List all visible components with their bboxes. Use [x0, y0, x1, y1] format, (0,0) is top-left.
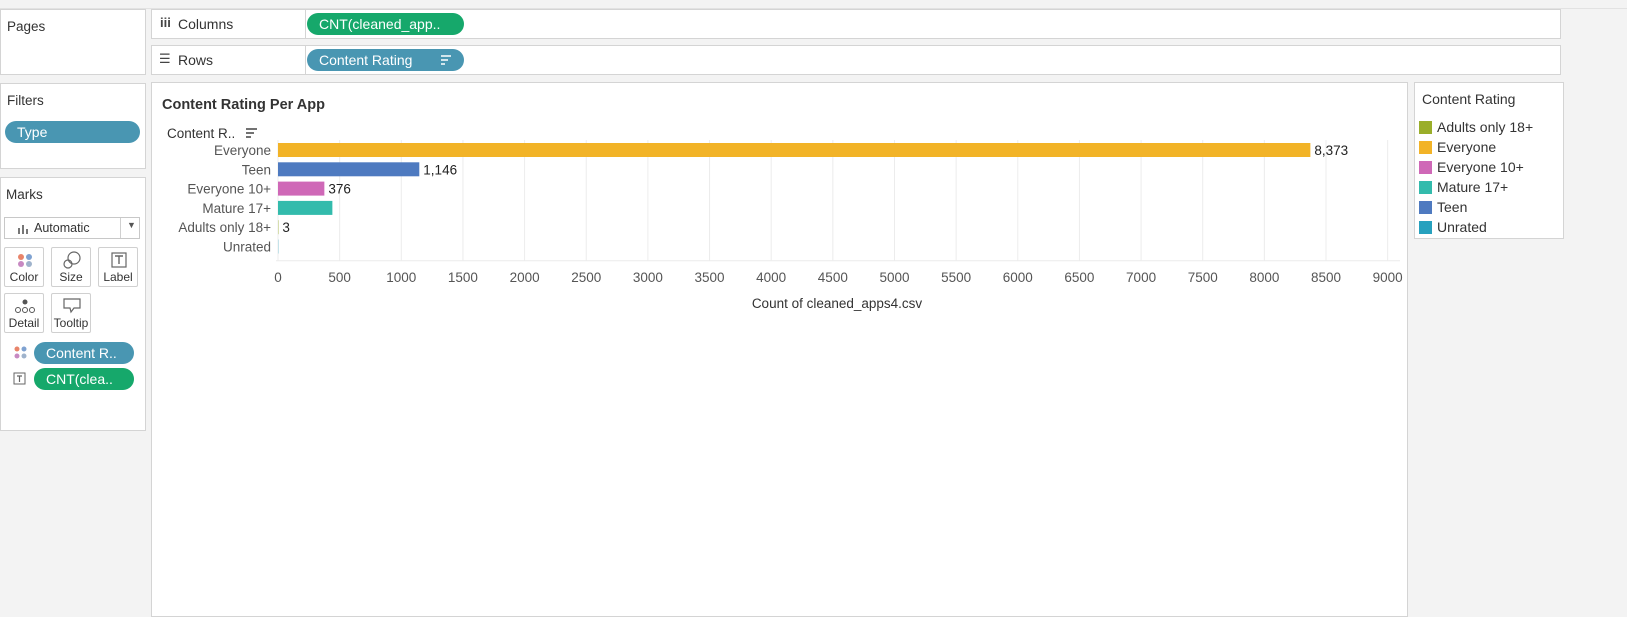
size-button[interactable]: Size	[51, 247, 91, 287]
x-tick-label: 3000	[633, 270, 663, 285]
x-tick-label: 2000	[510, 270, 540, 285]
legend-swatch	[1419, 201, 1432, 214]
row-header-sort-icon[interactable]	[246, 128, 257, 138]
x-tick-label: 1500	[448, 270, 478, 285]
top-toolbar-strip	[0, 0, 1627, 9]
detail-button-label: Detail	[8, 316, 40, 330]
legend-label: Mature 17+	[1437, 179, 1509, 195]
filters-panel[interactable]: Filters Type	[0, 83, 146, 169]
filters-title: Filters	[7, 93, 44, 108]
bar[interactable]	[278, 200, 333, 215]
pages-panel: Pages	[0, 9, 146, 75]
x-tick-label: 4500	[818, 270, 848, 285]
bar[interactable]	[278, 162, 420, 177]
bar-value-label: 1,146	[423, 162, 457, 177]
bar-mark-icon	[18, 225, 28, 234]
legend-swatch	[1419, 181, 1432, 194]
bar-value-label: 376	[328, 182, 351, 197]
category-label: Mature 17+	[202, 201, 271, 216]
category-label: Unrated	[223, 240, 271, 255]
legend-label: Adults only 18+	[1437, 119, 1534, 135]
detail-dots-icon	[15, 299, 35, 313]
tooltip-button-label: Tooltip	[53, 316, 89, 330]
x-tick-label: 6500	[1064, 270, 1094, 285]
legend-item[interactable]: Everyone	[1419, 139, 1559, 157]
mark-type-dropdown[interactable]: Automatic ▼	[4, 217, 140, 239]
x-tick-label: 4000	[756, 270, 786, 285]
x-tick-label: 6000	[1003, 270, 1033, 285]
x-tick-label: 2500	[571, 270, 601, 285]
legend-swatch	[1419, 141, 1432, 154]
legend-item[interactable]: Everyone 10+	[1419, 159, 1559, 177]
size-button-label: Size	[59, 270, 83, 284]
x-tick-label: 3500	[695, 270, 725, 285]
filter-pill-type[interactable]: Type	[5, 121, 140, 143]
category-label: Everyone 10+	[187, 182, 271, 197]
columns-icon: iii	[160, 15, 171, 30]
x-tick-label: 5500	[941, 270, 971, 285]
rows-pill-label: Content Rating	[319, 52, 413, 68]
x-tick-label: 9000	[1373, 270, 1403, 285]
x-tick-label: 7000	[1126, 270, 1156, 285]
dropdown-divider	[120, 218, 121, 238]
chart-title: Content Rating Per App	[162, 97, 325, 113]
x-axis-label: Count of cleaned_apps4.csv	[752, 296, 923, 311]
color-button[interactable]: Color	[4, 247, 44, 287]
shelf-divider	[305, 10, 306, 38]
legend-swatch	[1419, 121, 1432, 134]
x-tick-label: 8000	[1249, 270, 1279, 285]
legend-item[interactable]: Adults only 18+	[1419, 119, 1559, 137]
color-field-pill[interactable]: Content R..	[34, 342, 134, 364]
category-label: Adults only 18+	[178, 220, 271, 235]
x-tick-label: 8500	[1311, 270, 1341, 285]
legend-title: Content Rating	[1422, 91, 1516, 107]
label-button-label: Label	[103, 270, 133, 284]
bar-chart: Content Rating Per App Content R.. Every…	[162, 97, 1403, 311]
legend-panel	[1414, 82, 1564, 239]
legend-swatch	[1419, 161, 1432, 174]
color-encoding-icon	[14, 346, 27, 359]
color-button-label: Color	[9, 270, 39, 284]
text-label-icon	[111, 252, 127, 268]
rows-pill[interactable]: Content Rating	[307, 49, 464, 71]
detail-button[interactable]: Detail	[4, 293, 44, 333]
label-field-pill[interactable]: CNT(clea..	[34, 368, 134, 390]
marks-title: Marks	[6, 187, 43, 202]
legend-swatch	[1419, 221, 1432, 234]
pages-title: Pages	[7, 19, 46, 34]
legend-item[interactable]: Unrated	[1419, 219, 1559, 237]
x-tick-label: 5000	[879, 270, 909, 285]
columns-label: Columns	[178, 16, 234, 32]
label-button[interactable]: Label	[98, 247, 138, 287]
legend-label: Everyone	[1437, 139, 1497, 155]
tooltip-bubble-icon	[63, 298, 81, 314]
x-tick-label: 1000	[386, 270, 416, 285]
x-tick-label: 7500	[1188, 270, 1218, 285]
columns-pill[interactable]: CNT(cleaned_app..	[307, 13, 464, 35]
sort-icon	[441, 55, 451, 65]
x-tick-label: 500	[328, 270, 351, 285]
category-label: Teen	[242, 162, 271, 177]
category-label: Everyone	[214, 143, 271, 158]
bar-value-label: 8,373	[1314, 143, 1348, 158]
mark-type-label: Automatic	[34, 221, 90, 235]
tooltip-button[interactable]: Tooltip	[51, 293, 91, 333]
bar[interactable]	[278, 143, 1311, 157]
legend-item[interactable]: Teen	[1419, 199, 1559, 217]
bar[interactable]	[278, 181, 325, 196]
bar-value-label: 3	[282, 220, 290, 235]
legend-label: Teen	[1437, 199, 1468, 215]
legend-label: Unrated	[1437, 219, 1487, 235]
rows-label: Rows	[178, 52, 214, 68]
shelf-divider	[305, 46, 306, 74]
rows-icon: ☰	[159, 51, 171, 66]
size-icon	[63, 251, 81, 269]
x-tick-label: 0	[274, 270, 282, 285]
chevron-down-icon: ▼	[127, 220, 136, 230]
legend-label: Everyone 10+	[1437, 159, 1524, 175]
row-header-label: Content R..	[167, 126, 235, 141]
color-dots-icon	[18, 254, 32, 267]
legend-item[interactable]: Mature 17+	[1419, 179, 1559, 197]
label-encoding-icon	[13, 372, 26, 385]
